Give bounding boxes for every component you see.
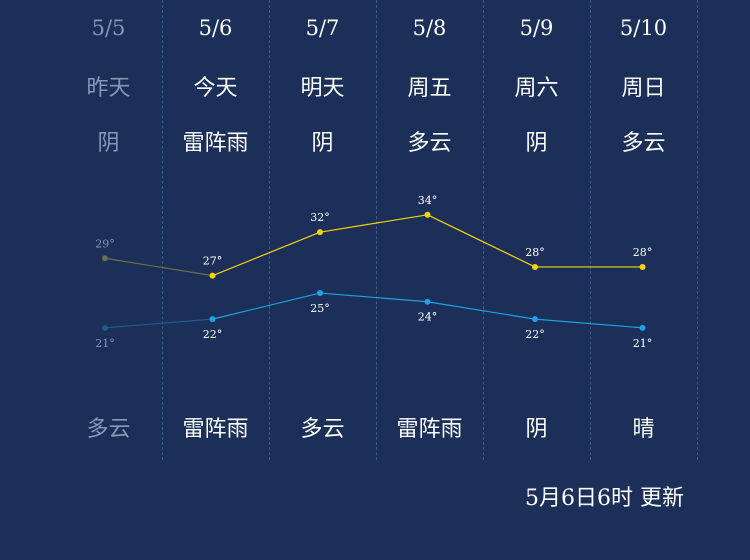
low-temp-label: 25° [310, 302, 330, 315]
weekday-label: 周日 [621, 76, 666, 101]
low-point [102, 324, 108, 331]
weekday-label: 明天 [300, 76, 345, 101]
night-weather-label: 多云 [86, 417, 131, 442]
day-weather-label: 阴 [97, 131, 120, 156]
high-temp-label: 29° [95, 237, 115, 250]
low-line-segment [427, 301, 536, 320]
high-line-segment [319, 214, 428, 233]
high-point [209, 272, 216, 279]
low-temp-label: 21° [95, 337, 115, 350]
night-weather-label: 阴 [525, 417, 548, 442]
low-temp-label: 24° [418, 311, 438, 324]
weekday-label: 今天 [193, 76, 238, 101]
day-column-5-5: 5/5 昨天 阴 多云 [55, 0, 163, 460]
update-time-label: 5月6日6时 更新 [525, 486, 684, 511]
high-line-segment [104, 257, 213, 277]
high-temp-label: 28° [633, 246, 653, 259]
low-point [209, 316, 216, 323]
day-column-5-10: 5/10 周日 多云 晴 [590, 0, 698, 460]
night-weather-label: 雷阵雨 [396, 417, 463, 442]
high-temp-label: 28° [525, 246, 545, 259]
night-weather-label: 晴 [632, 417, 655, 442]
date-label: 5/6 [198, 16, 233, 40]
low-temp-label: 22° [525, 328, 545, 341]
low-line-segment [104, 318, 213, 329]
day-weather-label: 多云 [407, 131, 452, 156]
low-point [317, 290, 323, 297]
date-label: 5/8 [412, 16, 447, 40]
day-weather-label: 阴 [525, 131, 548, 156]
high-point [317, 229, 323, 236]
low-line-segment [212, 292, 321, 320]
date-label: 5/10 [619, 16, 668, 40]
low-temp-label: 21° [633, 337, 653, 350]
date-label: 5/7 [305, 16, 340, 40]
high-point [424, 211, 431, 218]
high-line-segment [427, 214, 536, 268]
day-column-5-8: 5/8 周五 多云 雷阵雨 [376, 0, 484, 460]
weekday-label: 昨天 [86, 76, 131, 101]
date-label: 5/9 [519, 16, 554, 40]
date-label: 5/5 [91, 16, 126, 40]
high-point [639, 263, 646, 270]
high-temp-label: 32° [310, 211, 330, 224]
night-weather-label: 多云 [300, 417, 345, 442]
low-line-segment [319, 292, 428, 303]
low-temp-label: 22° [203, 328, 223, 341]
high-line-segment [212, 231, 321, 277]
forecast-panel: 5/5 昨天 阴 多云 5/6 今天 雷阵雨 雷阵雨 5/7 明天 阴 多云 5… [55, 0, 698, 460]
day-column-5-7: 5/7 明天 阴 多云 [269, 0, 377, 460]
weekday-label: 周五 [407, 76, 452, 101]
high-temp-label: 34° [418, 194, 438, 207]
day-column-5-9: 5/9 周六 阴 阴 [483, 0, 591, 460]
weekday-label: 周六 [514, 76, 559, 101]
high-temp-label: 27° [203, 255, 223, 268]
low-point [639, 324, 646, 331]
night-weather-label: 雷阵雨 [182, 417, 249, 442]
high-point [532, 263, 538, 270]
day-weather-label: 雷阵雨 [182, 131, 249, 156]
low-point [532, 316, 538, 323]
day-weather-label: 多云 [621, 131, 666, 156]
low-point [424, 298, 431, 305]
high-point [102, 255, 108, 262]
day-column-5-6: 5/6 今天 雷阵雨 雷阵雨 [162, 0, 270, 460]
day-weather-label: 阴 [311, 131, 334, 156]
low-line-segment [534, 318, 643, 329]
